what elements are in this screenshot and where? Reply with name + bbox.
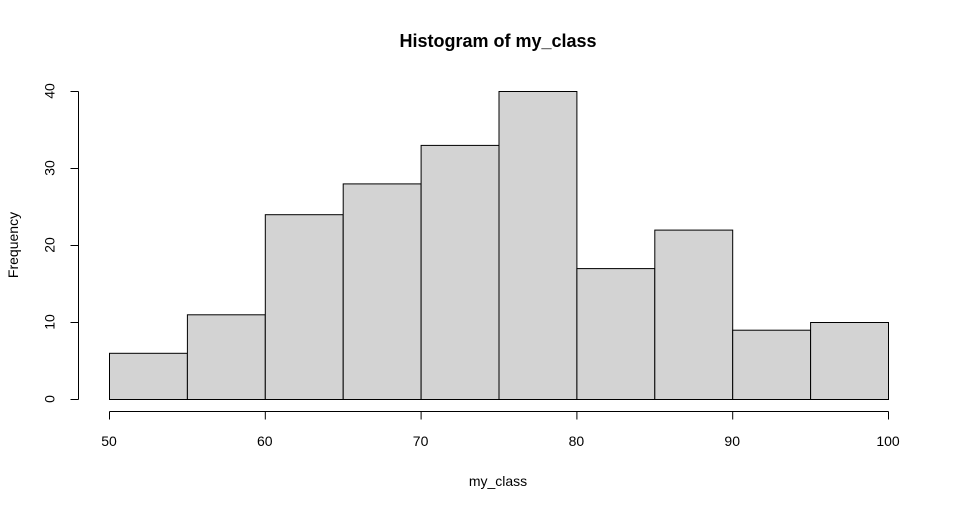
x-tick-label-4: 90 xyxy=(724,433,740,449)
histogram-bar-5 xyxy=(498,91,578,400)
y-axis-label: Frequency xyxy=(5,212,21,278)
x-tick-label-1: 60 xyxy=(257,433,273,449)
x-tick-label-3: 80 xyxy=(569,433,585,449)
histogram-bar-0 xyxy=(109,352,188,400)
x-axis: 50 60 70 80 90 100 xyxy=(101,411,900,449)
x-axis-label: my_class xyxy=(469,473,527,489)
histogram-bar-7 xyxy=(654,229,734,400)
x-tick-label-2: 70 xyxy=(413,433,429,449)
y-tick-label-2: 20 xyxy=(42,237,58,253)
y-tick-label-1: 10 xyxy=(42,314,58,330)
chart-title: Histogram of my_class xyxy=(399,31,596,51)
histogram-bar-2 xyxy=(264,214,344,400)
x-tick-label-0: 50 xyxy=(101,433,117,449)
histogram-bar-1 xyxy=(186,314,266,400)
histogram-bar-9 xyxy=(810,322,889,400)
histogram-bar-8 xyxy=(732,329,812,401)
histogram-bar-3 xyxy=(342,183,422,400)
x-tick-label-5: 100 xyxy=(876,433,900,449)
y-tick-label-4: 40 xyxy=(42,83,58,99)
y-tick-label-0: 0 xyxy=(42,395,58,403)
y-tick-label-3: 30 xyxy=(42,160,58,176)
bars-group xyxy=(109,91,889,401)
histogram-bar-4 xyxy=(420,144,500,400)
y-axis: 0 10 20 30 40 xyxy=(42,83,79,403)
histogram-bar-6 xyxy=(576,268,656,400)
